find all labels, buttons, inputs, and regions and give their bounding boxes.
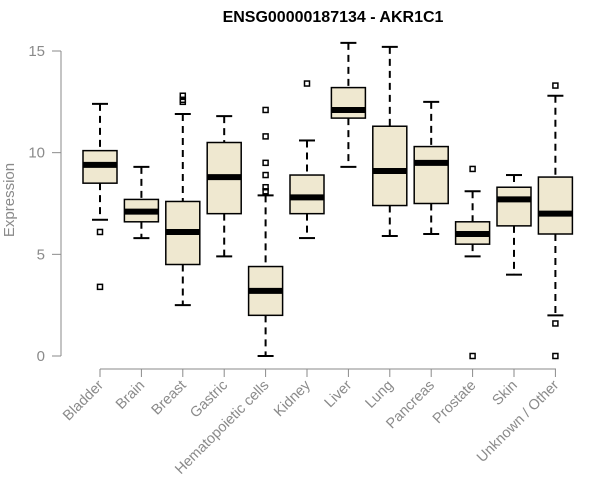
outlier-point (262, 188, 269, 195)
iqr-box (372, 125, 408, 207)
outlier-point (552, 352, 559, 360)
box-liver (330, 41, 367, 168)
box-breast (165, 92, 201, 307)
box-unknown-other (537, 82, 574, 360)
outlier-point (552, 82, 559, 89)
y-tick-label: 10 (28, 145, 45, 162)
box-hematopoietic-cells (247, 106, 284, 357)
iqr-box (289, 174, 325, 215)
boxes-group (82, 41, 574, 360)
outlier-point (262, 171, 269, 179)
category-label: Bladder (60, 377, 107, 424)
box-skin (496, 174, 532, 276)
outlier-point (179, 96, 187, 104)
chart-title: ENSG00000187134 - AKR1C1 (223, 9, 444, 26)
outlier-point (552, 320, 559, 327)
outlier-point (469, 165, 476, 173)
box-pancreas (413, 100, 449, 235)
y-axis-ticks: 0 5 10 15 (28, 43, 61, 365)
box-bladder (82, 102, 118, 291)
outlier-point (96, 283, 104, 291)
iqr-box (413, 145, 449, 205)
y-axis-label: Expression (1, 163, 18, 237)
outlier-point (96, 228, 104, 236)
outlier-point (303, 80, 311, 87)
iqr-box (496, 186, 532, 227)
box-lung (372, 45, 408, 238)
outlier-point (179, 92, 187, 99)
iqr-box (537, 176, 574, 235)
box-prostate (454, 165, 491, 360)
y-tick-label: 5 (37, 246, 45, 263)
outlier-point (469, 352, 476, 360)
box-gastric (206, 115, 242, 258)
category-label: Brain (113, 378, 148, 413)
category-label: Kidney (271, 377, 314, 420)
box-brain (123, 165, 160, 240)
category-label: Liver (322, 377, 356, 411)
outlier-point (262, 183, 269, 191)
category-label: Skin (490, 378, 521, 409)
iqr-box (330, 86, 367, 119)
category-label: Lung (362, 378, 396, 412)
outlier-point (262, 133, 269, 140)
y-tick-label: 15 (28, 43, 45, 60)
y-tick-label: 0 (37, 348, 45, 365)
category-label: Breast (149, 378, 190, 419)
box-kidney (289, 80, 325, 240)
outlier-point (262, 106, 269, 114)
outlier-point (262, 159, 269, 167)
category-label: Prostate (430, 378, 479, 427)
